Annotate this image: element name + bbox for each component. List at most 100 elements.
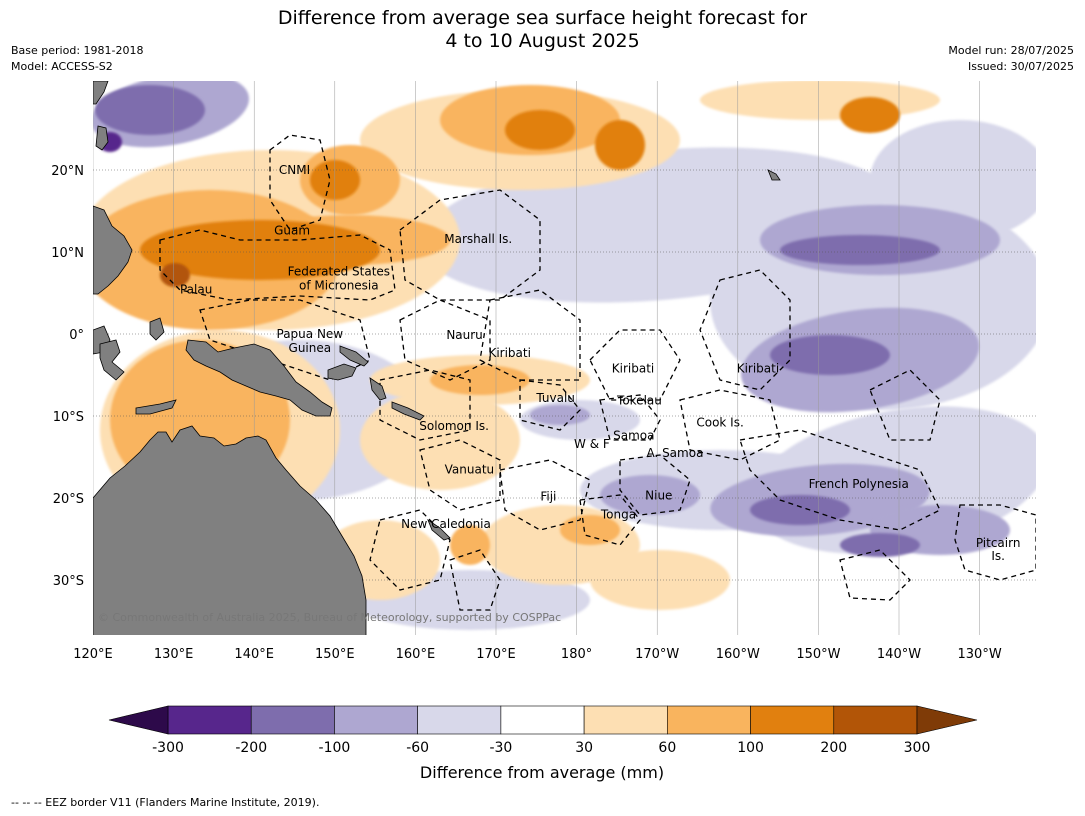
- new-guinea-land: [185, 339, 333, 417]
- lat-tick-label: 0°: [69, 328, 84, 343]
- eez-border: [159, 229, 396, 301]
- anomaly-patch: [430, 365, 530, 395]
- anomaly-patch: [780, 235, 940, 265]
- lon-tick-label: 160°W: [716, 647, 760, 662]
- lat-tick-label: 10°S: [53, 410, 84, 425]
- eez-label: Tuvalu: [535, 391, 575, 405]
- eez-label: Fiji: [540, 489, 556, 503]
- eez-label: Is.: [991, 549, 1005, 563]
- anomaly-patch: [360, 390, 520, 490]
- colorbar-tick-label: 300: [904, 740, 931, 756]
- title-line-2: 4 to 10 August 2025: [445, 30, 640, 52]
- taiwan-land: [95, 125, 109, 151]
- anomaly-patch: [600, 475, 700, 515]
- issued-date: Issued: 30/07/2025: [967, 60, 1074, 73]
- model-name: Model: ACCESS-S2: [11, 60, 113, 73]
- eez-border: [399, 189, 541, 301]
- lon-tick-label: 130°E: [154, 647, 194, 662]
- lon-tick-label: 150°W: [796, 647, 840, 662]
- anomaly-patch: [95, 85, 205, 135]
- eez-border: [269, 134, 331, 231]
- lon-tick-label: 150°E: [315, 647, 355, 662]
- lat-tick-label: 10°N: [51, 246, 84, 261]
- eez-label: Samoa: [613, 429, 654, 443]
- landmasses: [93, 81, 781, 635]
- eez-border: [739, 429, 941, 531]
- colorbar-segment: [583, 705, 668, 735]
- anomaly-patch: [840, 97, 900, 133]
- eez-border: [619, 454, 691, 516]
- colorbar-segment: [833, 705, 918, 735]
- eez-border: [519, 379, 581, 431]
- sulawesi-land: [99, 339, 125, 381]
- eez-border: [699, 269, 791, 391]
- lon-tick-label: 140°E: [234, 647, 274, 662]
- timor-land: [135, 399, 177, 415]
- eez-label: Kiribati: [488, 346, 530, 360]
- meta-right: Model run: 28/07/2025 Issued: 30/07/2025: [948, 43, 1074, 75]
- eez-border: [199, 299, 371, 381]
- colorbar-tick-label: 200: [820, 740, 847, 756]
- anomaly-patch: [595, 120, 645, 170]
- eez-label: Kiribati: [612, 361, 654, 375]
- colorbar-segment: [750, 705, 835, 735]
- colorbar-segment: [500, 705, 585, 735]
- halmahera-land: [149, 317, 165, 341]
- eez-label: of Micronesia: [299, 279, 379, 293]
- eez-label: Guinea: [289, 341, 332, 355]
- bougainville-land: [369, 377, 387, 401]
- colorbar-segment: [167, 705, 252, 735]
- lon-tick-label: 170°W: [635, 647, 679, 662]
- eez-borders: [159, 134, 1036, 611]
- eez-label: Palau: [180, 283, 212, 297]
- new-caledonia-land: [427, 518, 451, 541]
- colorbar-tick-label: 100: [737, 740, 764, 756]
- colorbar-segment: [250, 705, 335, 735]
- colorbar-tick-label: 60: [658, 740, 676, 756]
- eez-label: Papua New: [277, 327, 344, 341]
- lon-tick-label: 130°W: [958, 647, 1002, 662]
- colorbar-tick-label: 30: [575, 740, 593, 756]
- model-run: Model run: 28/07/2025: [948, 44, 1074, 57]
- solomon-islands-land: [391, 401, 425, 421]
- lon-tick-label: 180°: [561, 647, 592, 662]
- colorbar-segment: [667, 705, 751, 735]
- eez-label: French Polynesia: [809, 477, 909, 491]
- eez-border: [379, 369, 471, 441]
- eez-label: Pitcairn: [976, 536, 1021, 550]
- anomaly-patch: [840, 533, 920, 557]
- colorbar-tick-label: -200: [235, 740, 267, 756]
- colorbar-tick-label: -30: [489, 740, 512, 756]
- anomaly-patch: [750, 495, 850, 525]
- copyright-notice: © Commonwealth of Australia 2025, Bureau…: [98, 611, 561, 624]
- anomaly-patch: [160, 263, 190, 287]
- eez-label: Niue: [645, 489, 672, 503]
- philippines-land: [93, 205, 133, 295]
- eez-border-credit: -- -- -- EEZ border V11 (Flanders Marine…: [11, 796, 320, 809]
- eez-label: Cook Is.: [696, 416, 743, 430]
- eez-label: Federated States: [288, 265, 390, 279]
- eez-label: W & F: [574, 437, 610, 451]
- title-line-1: Difference from average sea surface heig…: [277, 7, 808, 29]
- eez-label: Marshall Is.: [444, 232, 512, 246]
- lat-tick-label: 30°S: [53, 574, 84, 589]
- eez-border: [499, 459, 591, 531]
- eez-border: [869, 369, 941, 441]
- eez-label: Kiribati: [737, 361, 779, 375]
- anomaly-patch: [450, 525, 490, 565]
- australia-land: [93, 425, 367, 635]
- eez-border: [599, 394, 661, 441]
- lon-tick-label: 140°W: [877, 647, 921, 662]
- lat-tick-label: 20°N: [51, 164, 84, 179]
- colorbar-tick-label: -60: [406, 740, 429, 756]
- eez-border: [369, 509, 451, 591]
- eez-label: Tokelau: [616, 393, 662, 407]
- eez-label: A. Samoa: [646, 446, 703, 460]
- anomaly-patch: [505, 110, 575, 150]
- lon-tick-label: 120°E: [73, 647, 113, 662]
- colorbar-label: Difference from average (mm): [420, 763, 664, 782]
- hawaii-land: [767, 169, 781, 181]
